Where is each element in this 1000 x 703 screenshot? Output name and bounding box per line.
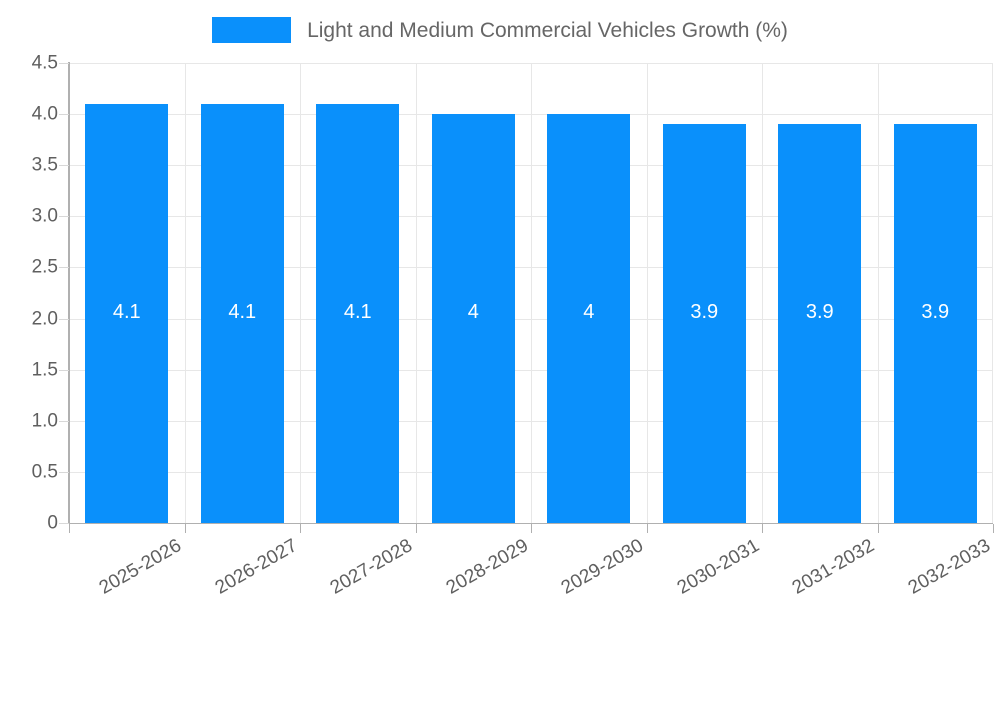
bar-value-label: 4.1 (343, 301, 372, 323)
y-axis-tick (59, 63, 69, 64)
bar-chart: Light and Medium Commercial Vehicles Gro… (0, 0, 1000, 600)
bar[interactable] (431, 114, 515, 523)
gridline-vertical (992, 63, 993, 523)
x-axis-line (69, 523, 993, 524)
gridline-vertical (300, 63, 301, 523)
x-axis-tick (762, 524, 763, 533)
y-axis-tick (59, 523, 69, 524)
y-axis-tick (59, 165, 69, 167)
gridline-vertical (647, 63, 648, 523)
bar[interactable] (547, 114, 631, 523)
y-axis-tick (59, 471, 69, 473)
y-axis-tick-label: 2.0 (31, 308, 58, 330)
gridline-vertical (416, 63, 417, 523)
legend-label: Light and Medium Commercial Vehicles Gro… (307, 18, 788, 42)
y-axis-tick (59, 267, 69, 269)
chart-legend: Light and Medium Commercial Vehicles Gro… (0, 10, 1000, 50)
y-axis-tick (59, 318, 69, 320)
bar-value-label: 3.9 (921, 301, 950, 323)
bar[interactable] (200, 103, 284, 523)
y-axis-tick-label: 0 (47, 512, 58, 534)
y-axis-tick-label: 0.5 (31, 461, 58, 483)
x-axis-tick (647, 524, 648, 533)
y-axis-tick-label: 3.0 (31, 205, 58, 227)
y-axis-tick-label: 3.5 (31, 154, 58, 176)
y-axis-tick (59, 216, 69, 218)
x-axis-tick (300, 524, 301, 533)
bar-value-label: 4 (583, 301, 595, 323)
bar-value-label: 3.9 (690, 301, 719, 323)
gridline-vertical (531, 63, 532, 523)
y-axis-labels: 0 0.5 1.0 1.5 2.0 2.5 3.0 3.5 4.0 4.5 (0, 0, 58, 600)
x-axis-tick (993, 524, 994, 533)
y-axis-tick (59, 369, 69, 371)
y-axis-tick (59, 114, 69, 116)
gridline-vertical (878, 63, 879, 523)
y-axis-tick (59, 420, 69, 422)
plot-area: 4.1 4.1 4.1 4 4 3.9 3.9 3.9 (69, 63, 993, 524)
gridline-vertical (185, 63, 186, 523)
bar[interactable] (85, 103, 169, 523)
x-axis-tick (531, 524, 532, 533)
y-axis-line (68, 62, 70, 524)
bar-value-label: 4.1 (112, 301, 141, 323)
y-axis-tick-label: 1.5 (31, 359, 58, 381)
legend-item-series-0[interactable]: Light and Medium Commercial Vehicles Gro… (212, 17, 788, 43)
y-axis-tick-label: 4.0 (31, 103, 58, 125)
bar-value-label: 4.1 (228, 301, 257, 323)
x-axis-tick (878, 524, 879, 533)
bar[interactable] (893, 124, 977, 523)
y-axis-tick-label: 2.5 (31, 256, 58, 278)
legend-swatch-icon (212, 17, 292, 43)
bar[interactable] (778, 124, 862, 523)
y-axis-tick-label: 1.0 (31, 410, 58, 432)
gridline-vertical (762, 63, 763, 523)
y-axis-tick-label: 4.5 (31, 52, 58, 74)
bar[interactable] (662, 124, 746, 523)
x-axis-tick (416, 524, 417, 533)
bar[interactable] (316, 103, 400, 523)
bar-value-label: 3.9 (805, 301, 834, 323)
bar-value-label: 4 (467, 301, 479, 323)
x-axis-tick (69, 524, 70, 533)
x-axis-tick (185, 524, 186, 533)
